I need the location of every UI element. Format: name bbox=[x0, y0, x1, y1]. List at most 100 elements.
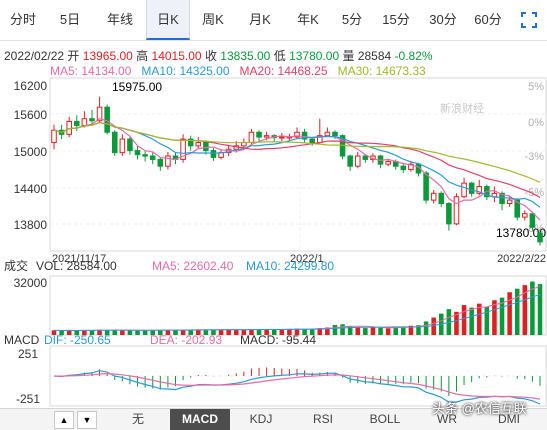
volume-bar bbox=[74, 330, 80, 335]
candle-body bbox=[256, 131, 262, 138]
scroll-up-button[interactable]: ▲ bbox=[54, 411, 74, 429]
volume-bar bbox=[309, 328, 315, 335]
ma30-line bbox=[53, 121, 541, 183]
open-label: 开 bbox=[67, 49, 80, 63]
tab-30min[interactable]: 30分 bbox=[429, 12, 457, 27]
volume-bar bbox=[385, 328, 391, 335]
pct-tick: 0% bbox=[528, 117, 544, 129]
volume-bar bbox=[401, 326, 406, 335]
ma20-legend: MA20: 14468.25 bbox=[239, 64, 328, 78]
vol-value: VOL: 28584.00 bbox=[36, 259, 117, 273]
indicator-tab-wr[interactable]: WR bbox=[437, 412, 457, 426]
indicator-tabbar: ▲ ▼ 无 MACD KDJ RSI BOLL WR DMI bbox=[0, 408, 547, 430]
volume-bar bbox=[393, 327, 398, 335]
candle-body bbox=[476, 186, 483, 194]
tab-year-line[interactable]: 年线 bbox=[106, 12, 133, 27]
volume-bar bbox=[476, 303, 482, 335]
candle-body bbox=[354, 155, 361, 167]
candle-body bbox=[180, 138, 186, 160]
low-value: 13780.00 bbox=[289, 49, 340, 63]
tab-60min[interactable]: 60分 bbox=[474, 12, 502, 27]
indicator-tab-boll[interactable]: BOLL bbox=[369, 412, 401, 426]
date-start: 2021/11/17 bbox=[52, 253, 106, 265]
indicator-tab-rsi[interactable]: RSI bbox=[312, 412, 333, 426]
tab-day-k[interactable]: 日K bbox=[146, 0, 190, 40]
macd-dif: DIF: -250.65 bbox=[44, 333, 111, 347]
volume-bar bbox=[530, 281, 535, 335]
candle-body bbox=[157, 158, 164, 167]
volume-bar bbox=[514, 288, 520, 335]
candle-body bbox=[332, 131, 338, 137]
candle-body bbox=[309, 138, 315, 143]
volume-bar bbox=[340, 324, 345, 335]
fullscreen-icon[interactable] bbox=[521, 12, 537, 28]
candle-body bbox=[210, 150, 217, 158]
candle-body bbox=[248, 131, 255, 143]
candle-body bbox=[324, 131, 331, 137]
indicator-tab-none[interactable]: 无 bbox=[131, 412, 144, 426]
indicator-tab-kdj[interactable]: KDJ bbox=[249, 412, 273, 426]
volume-bar bbox=[66, 330, 72, 335]
candle-body bbox=[165, 155, 171, 167]
candle-body bbox=[149, 155, 156, 160]
macd-bars-group bbox=[53, 367, 541, 405]
candle-body bbox=[96, 106, 103, 122]
open-value: 13965.00 bbox=[82, 49, 133, 63]
volume-bar bbox=[522, 285, 528, 335]
volume-bar bbox=[302, 329, 307, 335]
candle-body bbox=[187, 138, 194, 147]
volume-bar bbox=[537, 284, 543, 335]
volume-bars-group bbox=[51, 281, 543, 335]
volume-bar bbox=[294, 328, 300, 335]
candle-body bbox=[430, 192, 437, 201]
volume-bar bbox=[142, 330, 148, 335]
tab-week-k[interactable]: 周K bbox=[202, 12, 224, 27]
tab-month-k[interactable]: 月K bbox=[249, 12, 271, 27]
macd-value: MACD: -95.44 bbox=[240, 333, 316, 347]
tab-5min[interactable]: 5分 bbox=[341, 12, 363, 27]
candle-body bbox=[51, 129, 57, 143]
candle-body bbox=[66, 120, 72, 135]
volume-bar bbox=[431, 317, 436, 335]
volume-bar bbox=[127, 330, 133, 335]
volume-bar bbox=[180, 330, 186, 335]
volume-bar bbox=[507, 292, 512, 335]
volume-bar bbox=[158, 330, 163, 335]
volume-bar bbox=[59, 330, 64, 335]
kline-chart[interactable]: 16200 15600 15000 14400 13800 5% 0% -3% … bbox=[0, 0, 547, 408]
low-label: 低 bbox=[273, 49, 286, 63]
price-tick: 14400 bbox=[14, 182, 48, 196]
volume-bar bbox=[355, 327, 361, 335]
scroll-down-button[interactable]: ▼ bbox=[77, 411, 97, 429]
volume-ma5-line bbox=[53, 285, 541, 332]
candle-body bbox=[134, 150, 141, 156]
volume-bar bbox=[241, 329, 247, 335]
tab-fenshi[interactable]: 分时 bbox=[9, 12, 36, 27]
tab-15min[interactable]: 15分 bbox=[382, 12, 410, 27]
volume-bar bbox=[317, 328, 323, 335]
price-tick: 15000 bbox=[14, 145, 48, 159]
tab-year-k[interactable]: 年K bbox=[297, 12, 319, 27]
volume-bar bbox=[461, 305, 467, 335]
indicator-tab-dmi[interactable]: DMI bbox=[498, 412, 520, 426]
candle-body bbox=[294, 131, 300, 138]
tab-5day[interactable]: 5日 bbox=[59, 12, 81, 27]
date-end: 2022/2/22 bbox=[497, 253, 546, 265]
candle-body bbox=[400, 165, 407, 171]
volume-label: 量 bbox=[342, 49, 355, 63]
volume-bar bbox=[264, 329, 269, 335]
max-price-label: 15975.00 bbox=[112, 80, 162, 94]
indicator-tab-macd[interactable]: MACD bbox=[170, 409, 230, 430]
candle-body bbox=[74, 120, 80, 126]
pct-tick: -8% bbox=[524, 223, 544, 235]
volume-bar bbox=[347, 326, 353, 335]
candle-body bbox=[522, 213, 528, 218]
volume-bar bbox=[135, 330, 140, 335]
ma-legend: MA5: 14134.00 MA10: 14325.00 MA20: 14468… bbox=[50, 64, 426, 78]
candle-body bbox=[468, 182, 475, 194]
volume-bar bbox=[196, 329, 201, 335]
volume-bar bbox=[82, 330, 87, 335]
volume-bar bbox=[112, 329, 118, 335]
ma10-legend: MA10: 14325.00 bbox=[141, 64, 230, 78]
price-tick: 16200 bbox=[14, 79, 48, 93]
